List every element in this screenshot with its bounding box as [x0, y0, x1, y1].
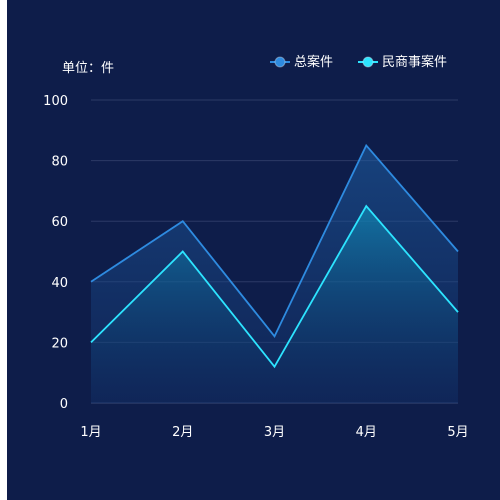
x-tick-label: 2月 — [172, 425, 193, 440]
legend-item-0[interactable]: 总案件 — [270, 55, 333, 70]
legend-label: 民商事案件 — [382, 55, 447, 70]
x-tick-label: 5月 — [447, 425, 468, 440]
series-areas — [91, 145, 458, 403]
x-axis: 1月 2月 3月 4月 5月 — [80, 425, 468, 440]
legend-marker-icon — [274, 56, 286, 68]
legend-marker-icon — [362, 56, 374, 68]
legend: 总案件 民商事案件 — [270, 55, 447, 70]
legend-label: 总案件 — [294, 55, 333, 70]
y-tick-label: 60 — [51, 215, 68, 230]
x-tick-label: 3月 — [264, 425, 285, 440]
y-tick-label: 20 — [51, 336, 68, 351]
legend-item-1[interactable]: 民商事案件 — [358, 55, 447, 70]
series-line-1 — [90, 204, 459, 369]
y-tick-label: 0 — [60, 397, 68, 412]
x-tick-label: 4月 — [356, 425, 377, 440]
series-lines — [90, 143, 459, 369]
y-tick-label: 100 — [43, 94, 68, 109]
y-tick-label: 40 — [51, 276, 68, 291]
series-area-1 — [91, 206, 458, 403]
series-line-0 — [90, 143, 459, 339]
y-axis: 0 20 40 60 80 100 — [43, 94, 68, 412]
unit-label: 单位：件 — [62, 61, 114, 76]
y-tick-label: 80 — [51, 155, 68, 170]
x-tick-label: 1月 — [80, 425, 101, 440]
